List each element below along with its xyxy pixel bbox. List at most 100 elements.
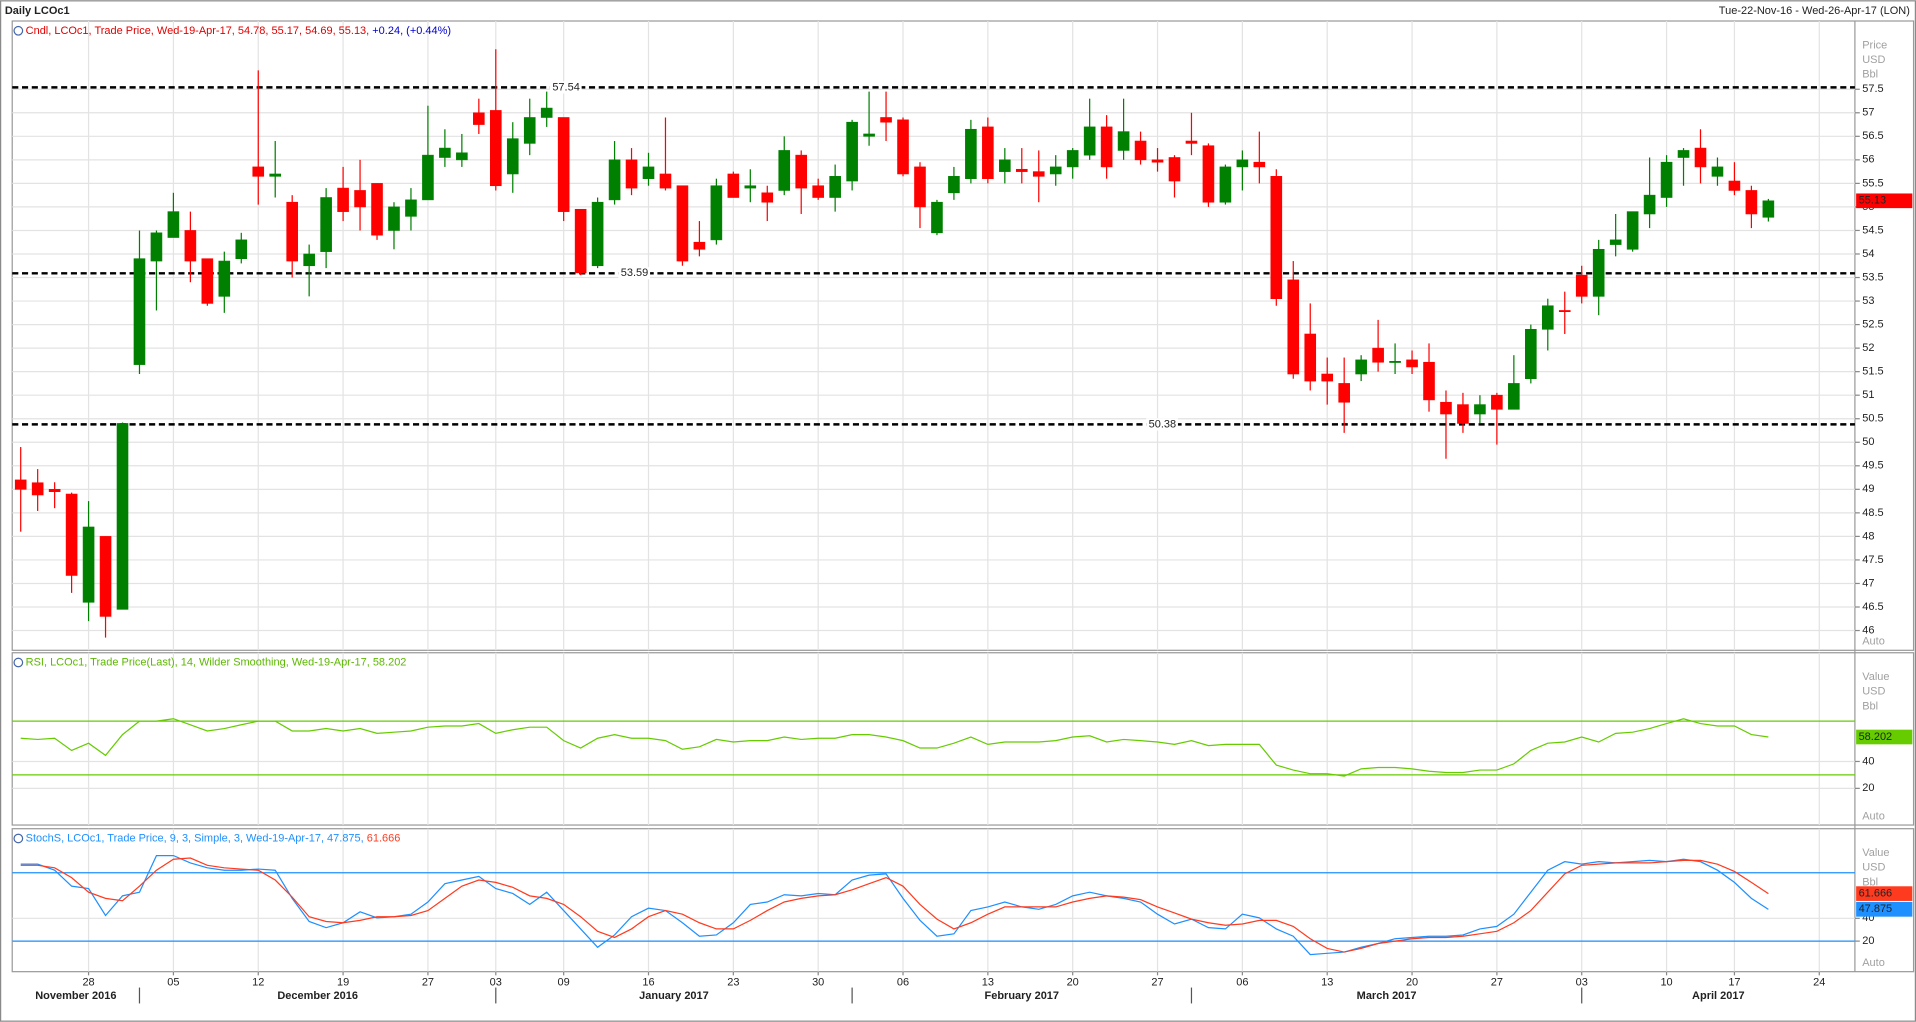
candle-body xyxy=(1745,190,1758,215)
legend-part: RSI, LCOc1, Trade Price(Last), 14, Wilde… xyxy=(26,656,407,668)
candle-body xyxy=(31,482,44,496)
month-label: November 2016 xyxy=(35,990,116,1002)
candle-body xyxy=(795,154,808,189)
value-tag xyxy=(1856,729,1913,745)
candle-body xyxy=(1440,401,1452,415)
candle-body xyxy=(659,173,672,189)
candle-body xyxy=(540,107,553,118)
candle-body xyxy=(608,159,621,201)
candle-body xyxy=(710,185,723,241)
candle-body xyxy=(965,128,977,179)
candle-body xyxy=(1711,166,1724,177)
month-label: April 2017 xyxy=(1692,990,1745,1002)
value-tag-label: 61.666 xyxy=(1859,888,1893,900)
month-label: March 2017 xyxy=(1357,990,1417,1002)
candle-body xyxy=(1474,404,1486,415)
price-panel xyxy=(11,20,1915,651)
candle-body xyxy=(727,173,740,198)
x-tick-label: 27 xyxy=(422,977,434,989)
y-tick-label: 20 xyxy=(1862,782,1874,794)
candle-body xyxy=(1049,166,1062,175)
candle-body xyxy=(812,185,824,198)
y-tick-label: 54.5 xyxy=(1862,224,1883,236)
candle-body xyxy=(150,232,163,262)
level-label-bg xyxy=(618,267,651,280)
rsi-panel xyxy=(11,652,1915,826)
axis-unit: Bbl xyxy=(1862,876,1878,888)
x-tick-label: 16 xyxy=(642,977,654,989)
candle-body xyxy=(337,187,349,212)
x-tick-label: 10 xyxy=(1660,977,1672,989)
axis-unit: USD xyxy=(1862,686,1885,698)
axis-unit: Bbl xyxy=(1862,69,1878,81)
y-tick-label: 50.5 xyxy=(1862,413,1883,425)
candle-body xyxy=(829,176,841,198)
candle-body xyxy=(642,166,655,179)
candle-body xyxy=(1491,394,1503,410)
candle-body xyxy=(1134,140,1147,161)
y-tick-label: 57 xyxy=(1862,107,1874,119)
candle-body xyxy=(1304,333,1317,382)
x-tick-label: 28 xyxy=(82,977,94,989)
y-tick-label: 55.5 xyxy=(1862,177,1883,189)
candle-body xyxy=(1660,161,1673,198)
y-tick-label: 56 xyxy=(1862,154,1874,166)
candle-body xyxy=(863,133,875,137)
candle-body xyxy=(1592,248,1605,297)
x-tick-label: 20 xyxy=(1067,977,1079,989)
axis-unit: USD xyxy=(1862,862,1885,874)
x-tick-label: 13 xyxy=(1321,977,1333,989)
y-tick-label: 47.5 xyxy=(1862,554,1883,566)
month-label: December 2016 xyxy=(277,990,358,1002)
candle-body xyxy=(1287,279,1300,375)
candle-body xyxy=(252,166,265,177)
candle-body xyxy=(320,197,332,252)
candle-body xyxy=(523,117,536,144)
candle-body xyxy=(184,230,197,262)
candle-body xyxy=(1406,359,1418,368)
legend-part: StochS, LCOc1, Trade Price, 9, 3, Simple… xyxy=(26,832,364,844)
candle-body xyxy=(82,526,95,603)
month-label: February 2017 xyxy=(985,990,1060,1002)
candle-body xyxy=(914,166,926,208)
x-tick-label: 12 xyxy=(252,977,264,989)
y-tick-label: 47 xyxy=(1862,577,1874,589)
candle-body xyxy=(1100,126,1113,168)
candle-body xyxy=(506,138,519,175)
candle-body xyxy=(167,211,180,238)
scale-mode: Auto xyxy=(1862,957,1885,969)
y-tick-label: 56.5 xyxy=(1862,130,1883,142)
candle-body xyxy=(1185,140,1198,144)
candle-body xyxy=(897,119,909,175)
value-tag xyxy=(1856,902,1913,917)
candle-body xyxy=(778,150,791,191)
legend: StochS, LCOc1, Trade Price, 9, 3, Simple… xyxy=(26,832,401,844)
legend-icon xyxy=(13,833,24,844)
y-tick-label: 50 xyxy=(1862,436,1874,448)
candle-body xyxy=(1508,383,1520,410)
legend-icon xyxy=(13,25,24,36)
axis-unit: Value xyxy=(1862,847,1889,859)
level-label: 53.59 xyxy=(621,267,649,279)
y-tick-label: 54 xyxy=(1862,248,1874,260)
y-tick-label: 52.5 xyxy=(1862,318,1883,330)
level-label-bg xyxy=(549,81,582,94)
candle-body xyxy=(1389,360,1401,363)
x-tick-label: 03 xyxy=(490,977,502,989)
candle-body xyxy=(1270,176,1283,300)
candle-body xyxy=(574,208,587,274)
candle-body xyxy=(1423,361,1435,401)
candle-body xyxy=(880,117,892,123)
x-tick-label: 23 xyxy=(727,977,739,989)
axis-unit: Price xyxy=(1862,39,1887,51)
candle-body xyxy=(371,183,383,236)
candle-body xyxy=(1355,359,1367,375)
y-tick-label: 49 xyxy=(1862,483,1874,495)
y-tick-label: 52 xyxy=(1862,342,1874,354)
y-tick-label: 48.5 xyxy=(1862,507,1883,519)
candle-body xyxy=(456,152,468,161)
x-tick-label: 20 xyxy=(1406,977,1418,989)
candle-body xyxy=(14,479,27,490)
candle-body xyxy=(1338,383,1350,403)
